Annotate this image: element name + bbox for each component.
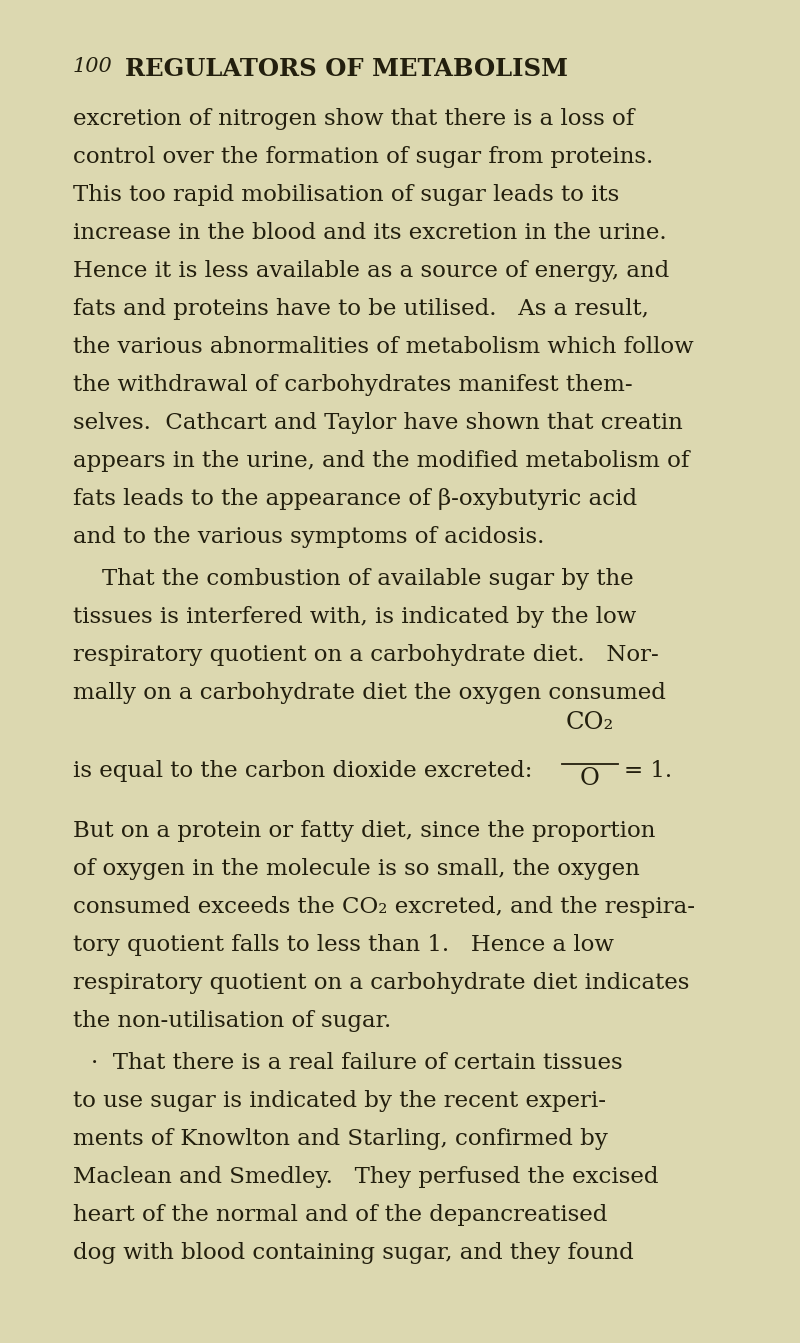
Text: appears in the urine, and the modified metabolism of: appears in the urine, and the modified m… bbox=[73, 450, 690, 471]
Text: fats and proteins have to be utilised.   As a result,: fats and proteins have to be utilised. A… bbox=[73, 298, 649, 320]
Text: fats leads to the appearance of β-oxybutyric acid: fats leads to the appearance of β-oxybut… bbox=[73, 488, 637, 510]
Text: tory quotient falls to less than 1.   Hence a low: tory quotient falls to less than 1. Henc… bbox=[73, 933, 614, 956]
Text: of oxygen in the molecule is so small, the oxygen: of oxygen in the molecule is so small, t… bbox=[73, 858, 640, 880]
Text: selves.  Cathcart and Taylor have shown that creatin: selves. Cathcart and Taylor have shown t… bbox=[73, 412, 682, 434]
Text: dog with blood containing sugar, and they found: dog with blood containing sugar, and the… bbox=[73, 1242, 634, 1264]
Text: consumed exceeds the CO₂ excreted, and the respira-: consumed exceeds the CO₂ excreted, and t… bbox=[73, 896, 695, 919]
Text: is equal to the carbon dioxide excreted:: is equal to the carbon dioxide excreted: bbox=[73, 760, 547, 782]
Text: respiratory quotient on a carbohydrate diet indicates: respiratory quotient on a carbohydrate d… bbox=[73, 972, 690, 994]
Text: respiratory quotient on a carbohydrate diet.   Nor-: respiratory quotient on a carbohydrate d… bbox=[73, 645, 658, 666]
Text: heart of the normal and of the depancreatised: heart of the normal and of the depancrea… bbox=[73, 1205, 607, 1226]
Text: mally on a carbohydrate diet the oxygen consumed: mally on a carbohydrate diet the oxygen … bbox=[73, 682, 666, 704]
Text: Hence it is less available as a source of energy, and: Hence it is less available as a source o… bbox=[73, 261, 670, 282]
Text: = 1.: = 1. bbox=[624, 760, 672, 782]
Text: control over the formation of sugar from proteins.: control over the formation of sugar from… bbox=[73, 146, 654, 168]
Text: This too rapid mobilisation of sugar leads to its: This too rapid mobilisation of sugar lea… bbox=[73, 184, 619, 205]
Text: tissues is interfered with, is indicated by the low: tissues is interfered with, is indicated… bbox=[73, 606, 636, 629]
Text: to use sugar is indicated by the recent experi-: to use sugar is indicated by the recent … bbox=[73, 1091, 606, 1112]
Text: increase in the blood and its excretion in the urine.: increase in the blood and its excretion … bbox=[73, 222, 666, 244]
Text: REGULATORS OF METABOLISM: REGULATORS OF METABOLISM bbox=[125, 56, 568, 81]
Text: the non-utilisation of sugar.: the non-utilisation of sugar. bbox=[73, 1010, 391, 1031]
Text: 100: 100 bbox=[73, 56, 113, 77]
Text: But on a protein or fatty diet, since the proportion: But on a protein or fatty diet, since th… bbox=[73, 821, 655, 842]
Text: the withdrawal of carbohydrates manifest them-: the withdrawal of carbohydrates manifest… bbox=[73, 373, 633, 396]
Text: O: O bbox=[580, 767, 600, 790]
Text: and to the various symptoms of acidosis.: and to the various symptoms of acidosis. bbox=[73, 526, 544, 548]
Text: CO₂: CO₂ bbox=[566, 710, 614, 735]
Text: the various abnormalities of metabolism which follow: the various abnormalities of metabolism … bbox=[73, 336, 694, 359]
Text: That the combustion of available sugar by the: That the combustion of available sugar b… bbox=[73, 568, 634, 590]
Text: ·  That there is a real failure of certain tissues: · That there is a real failure of certai… bbox=[91, 1052, 622, 1074]
Text: ments of Knowlton and Starling, confirmed by: ments of Knowlton and Starling, confirme… bbox=[73, 1128, 608, 1150]
Text: excretion of nitrogen show that there is a loss of: excretion of nitrogen show that there is… bbox=[73, 107, 634, 130]
Text: Maclean and Smedley.   They perfused the excised: Maclean and Smedley. They perfused the e… bbox=[73, 1166, 658, 1189]
